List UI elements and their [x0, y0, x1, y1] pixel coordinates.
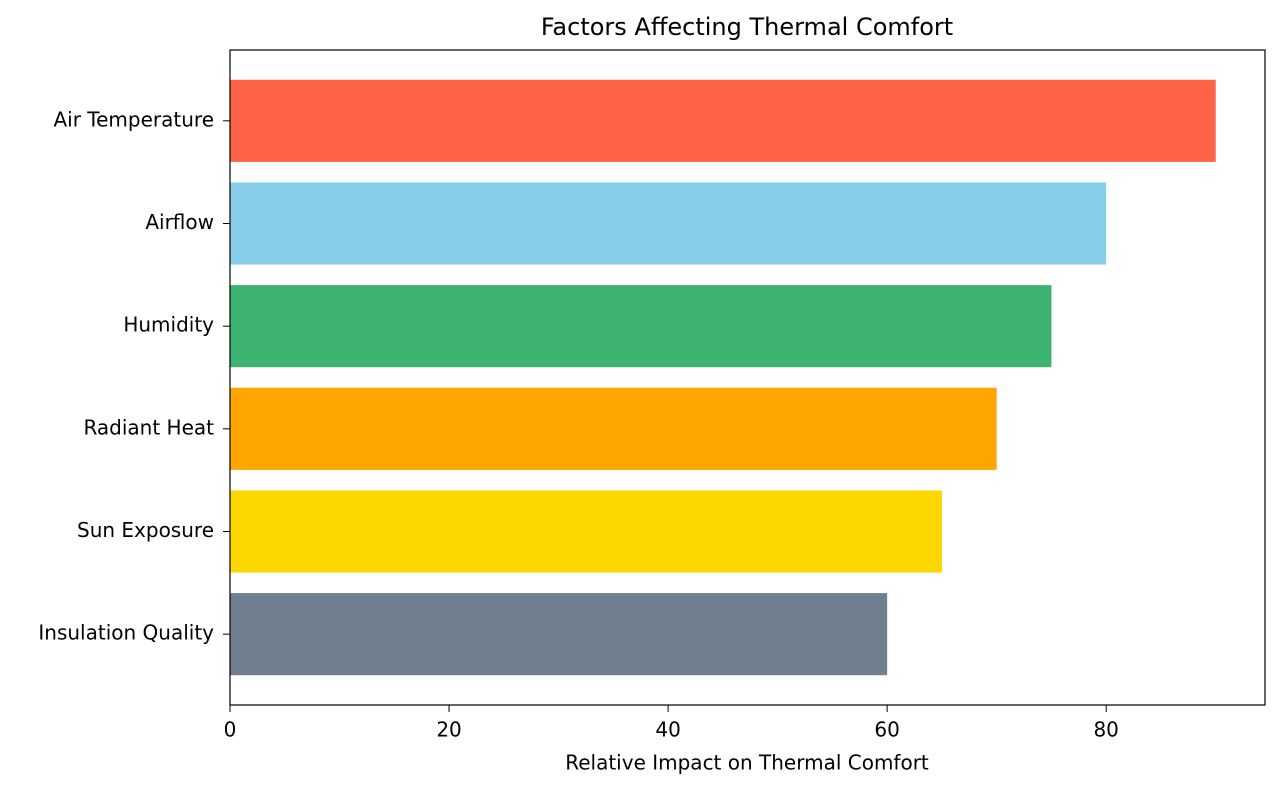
- plot-frame: [229, 49, 1266, 706]
- bar: [230, 490, 942, 573]
- bar: [230, 285, 1052, 368]
- bar: [230, 387, 997, 470]
- x-tick-label: 80: [1093, 718, 1118, 742]
- y-tick-label: Air Temperature: [53, 107, 214, 131]
- x-tick-label: 0: [224, 718, 237, 742]
- bar: [230, 79, 1216, 162]
- y-tick-label: Airflow: [145, 210, 214, 234]
- x-tick-label: 40: [655, 718, 680, 742]
- y-tick-label: Radiant Heat: [83, 415, 214, 439]
- x-axis-label: Relative Impact on Thermal Comfort: [565, 751, 929, 775]
- x-tick-label: 20: [436, 718, 461, 742]
- x-tick-label: 60: [874, 718, 899, 742]
- y-tick-label: Humidity: [123, 313, 214, 337]
- chart-title: Factors Affecting Thermal Comfort: [541, 13, 953, 41]
- y-tick-label: Insulation Quality: [38, 621, 214, 645]
- bar: [230, 593, 888, 676]
- bar: [230, 182, 1107, 265]
- y-tick-label: Sun Exposure: [77, 518, 214, 542]
